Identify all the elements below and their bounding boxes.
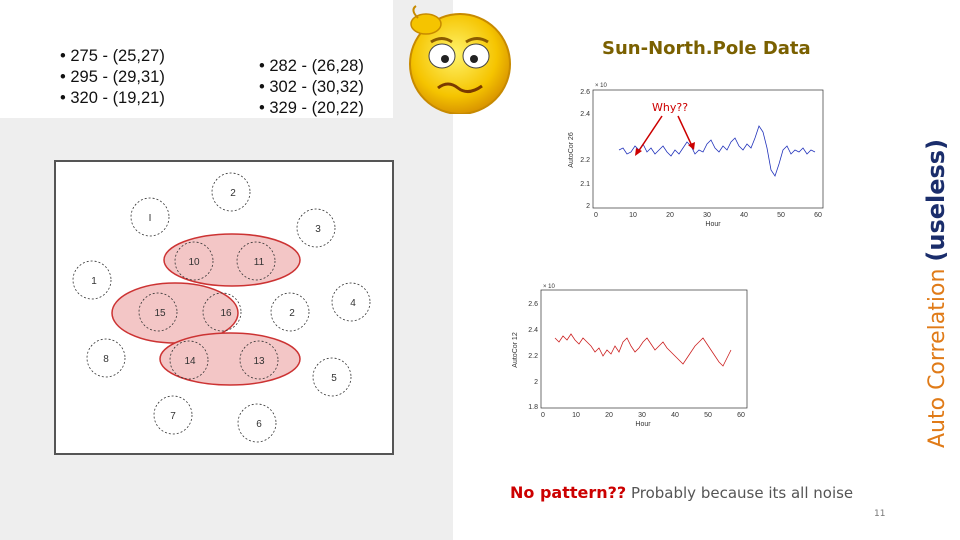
node-label: 14	[184, 356, 196, 367]
node-label: 4	[350, 298, 356, 309]
x-tick-label: 20	[666, 212, 674, 219]
x-axis-label: Hour	[705, 221, 721, 228]
y-tick-label: 2.4	[580, 111, 590, 118]
node-circle	[72, 260, 112, 300]
annotation-arrows	[635, 115, 695, 156]
y-tick-label: 2.6	[580, 89, 590, 96]
node-circle	[239, 340, 279, 380]
chart-title: Sun-North.Pole Data	[602, 38, 811, 59]
x-tick-label: 60	[737, 412, 745, 419]
node-label: I	[149, 213, 152, 224]
arrow-right-icon	[677, 115, 693, 147]
node-circle	[169, 340, 209, 380]
node-circle	[153, 395, 193, 435]
node-label: 2	[230, 188, 236, 199]
x-tick-label: 0	[594, 212, 598, 219]
node-label: 10	[188, 257, 200, 268]
x-tick-label: 20	[605, 412, 613, 419]
exponent-label: × 10	[595, 83, 608, 89]
y-tick-label: 2.6	[528, 301, 538, 308]
node-cluster-diagram: I 2 3 10 11 1 15 16 2 4 8 14 13 5 7 6	[54, 160, 394, 455]
node-label: 8	[103, 354, 109, 365]
y-tick-label: 2.4	[528, 327, 538, 334]
y-axis-label: AutoCor 12	[512, 332, 519, 368]
auto-correlation-vertical-label: Auto Correlation (useless)	[922, 139, 950, 448]
caption-highlight: No pattern??	[510, 483, 627, 502]
node-label: 6	[256, 419, 262, 430]
y-tick-label: 2.2	[528, 353, 538, 360]
node-label: 1	[91, 276, 97, 287]
node-circle	[270, 292, 310, 332]
x-tick-label: 50	[777, 212, 785, 219]
vertical-label-emphasis: (useless)	[922, 138, 950, 262]
bullet-list-left: 275 - (25,27) 295 - (29,31) 320 - (19,21…	[60, 46, 164, 109]
highlight-group-bottom	[159, 332, 301, 386]
node-circle	[211, 172, 251, 212]
y-tick-label: 2	[586, 203, 590, 210]
y-tick-label: 2	[534, 379, 538, 386]
series-line-red	[554, 333, 732, 367]
plot-frame	[540, 289, 748, 409]
node-circle	[237, 403, 277, 443]
arrow-left-icon	[637, 115, 663, 153]
node-circle	[138, 292, 178, 332]
x-tick-label: 0	[541, 412, 545, 419]
node-label: 13	[253, 356, 265, 367]
x-tick-label: 30	[638, 412, 646, 419]
highlight-group-top	[163, 233, 301, 287]
x-tick-label: 50	[704, 412, 712, 419]
page-number: 11	[874, 509, 886, 519]
node-label: 7	[170, 411, 176, 422]
node-circle	[174, 241, 214, 281]
diagram-svg: I 2 3 10 11 1 15 16 2 4 8 14 13 5 7 6	[72, 172, 371, 443]
bullet-item: 302 - (30,32)	[259, 77, 363, 98]
bottom-caption: No pattern?? Probably because its all no…	[510, 483, 853, 502]
node-circle	[86, 338, 126, 378]
y-axis-label: AutoCor 26	[568, 132, 575, 168]
node-circle	[130, 197, 170, 237]
node-circle	[331, 282, 371, 322]
bullet-item: 282 - (26,28)	[259, 56, 363, 77]
autocorr-chart-2: × 10 2.6 2.4 2.2 2 1.8 0 10 20 30 40 50 …	[512, 284, 748, 428]
bullet-item: 295 - (29,31)	[60, 67, 164, 88]
confused-face-icon	[409, 5, 511, 114]
x-tick-label: 10	[572, 412, 580, 419]
autocorr-chart-1: × 10 2.6 2.4 2.2 2.1 2 0 10 20 30 40 50 …	[568, 83, 824, 228]
node-circle	[236, 241, 276, 281]
x-tick-label: 60	[814, 212, 822, 219]
x-tick-label: 10	[629, 212, 637, 219]
node-label: 3	[315, 224, 321, 235]
arrow-head-icon	[688, 142, 695, 150]
x-tick-label: 40	[740, 212, 748, 219]
x-tick-label: 30	[703, 212, 711, 219]
vertical-label-main: Auto Correlation	[925, 268, 950, 448]
x-axis-label: Hour	[635, 421, 651, 428]
bullet-list-right: 282 - (26,28) 302 - (30,32) 329 - (20,22…	[259, 56, 363, 119]
series-line-blue	[618, 125, 816, 177]
node-label: 11	[254, 257, 265, 268]
caption-text: Probably because its all noise	[630, 484, 854, 502]
node-label: 16	[220, 308, 232, 319]
x-tick-label: 40	[671, 412, 679, 419]
arrow-head-icon	[635, 148, 642, 156]
bullet-item: 275 - (25,27)	[60, 46, 164, 67]
y-tick-label: 2.1	[580, 181, 590, 188]
y-tick-label: 2.2	[580, 157, 590, 164]
node-circle	[202, 292, 242, 332]
node-circle	[296, 208, 336, 248]
node-label: 2	[289, 308, 295, 319]
exponent-label: × 10	[543, 284, 556, 290]
node-circle	[312, 357, 352, 397]
why-annotation: Why??	[652, 101, 689, 114]
bullet-item: 320 - (19,21)	[60, 88, 164, 109]
node-label: 15	[154, 308, 166, 319]
bullet-item: 329 - (20,22)	[259, 98, 363, 119]
plot-frame	[592, 89, 824, 209]
y-tick-label: 1.8	[528, 404, 538, 411]
node-label: 5	[331, 373, 337, 384]
